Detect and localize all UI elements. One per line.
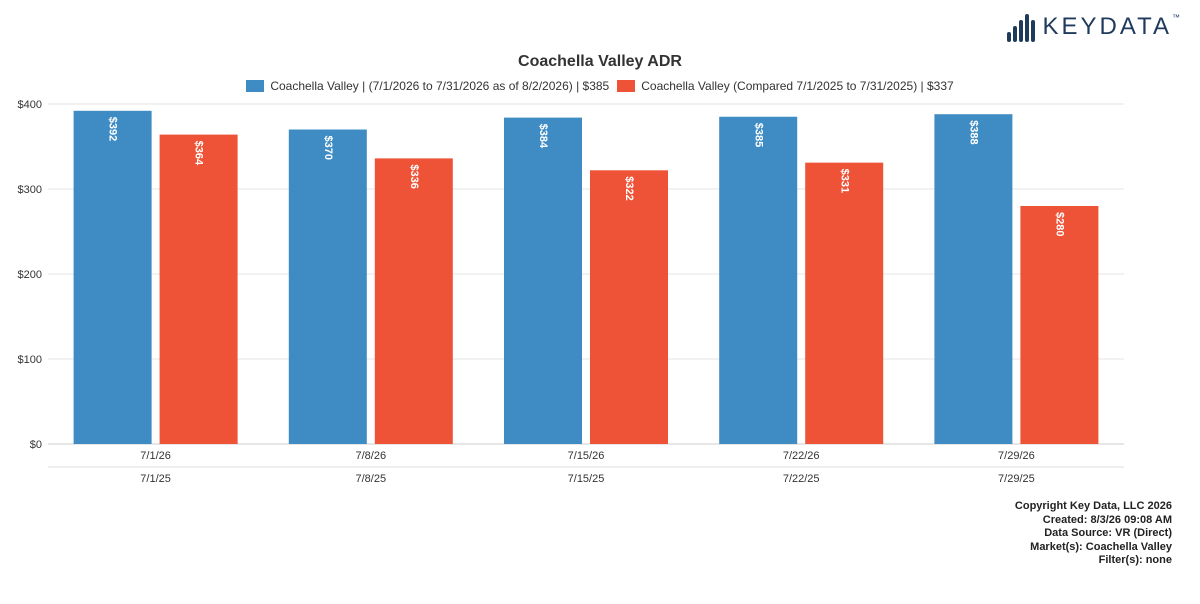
x-tick-label-secondary: 7/29/25	[998, 473, 1035, 485]
logo-text: KEYDATA	[1042, 13, 1172, 40]
x-tick-label-secondary: 7/15/25	[568, 473, 605, 485]
legend-item-current[interactable]: Coachella Valley | (7/1/2026 to 7/31/202…	[246, 79, 609, 93]
data-label: $384	[537, 124, 549, 149]
logo-trademark: ™	[1172, 12, 1180, 22]
bar-current[interactable]	[719, 116, 798, 444]
footer-copyright: Copyright Key Data, LLC 2026	[1014, 500, 1172, 512]
footer-markets: Market(s): Coachella Valley	[1030, 540, 1172, 553]
x-tick-label: 7/29/26	[998, 450, 1035, 462]
y-tick-label: $400	[18, 99, 42, 111]
x-tick-label-secondary: 7/1/25	[140, 473, 171, 485]
data-label: $331	[838, 169, 850, 193]
y-tick-label: $0	[30, 439, 42, 451]
legend-swatch-current	[246, 80, 265, 92]
legend-label-current: Coachella Valley | (7/1/2026 to 7/31/202…	[270, 79, 610, 93]
data-label: $280	[1053, 212, 1065, 236]
data-label: $392	[107, 117, 119, 141]
legend-label-compared: Coachella Valley (Compared 7/1/2025 to 7…	[641, 79, 954, 93]
footer-filters: Filter(s): none	[1098, 554, 1172, 566]
chart-legend: Coachella Valley | (7/1/2026 to 7/31/202…	[0, 79, 1200, 93]
bar-compared[interactable]	[159, 134, 238, 444]
data-label: $336	[408, 164, 420, 188]
data-label: $364	[193, 141, 205, 166]
chart-title: Coachella Valley ADR	[518, 53, 682, 70]
x-tick-label-secondary: 7/22/25	[783, 473, 820, 485]
x-tick-label: 7/22/26	[783, 450, 820, 462]
y-tick-label: $100	[18, 354, 42, 366]
bar-compared[interactable]	[590, 170, 668, 445]
bar-current[interactable]	[934, 114, 1013, 444]
keydata-logo: KEYDATA ™	[1006, 12, 1180, 42]
bar-compared[interactable]	[1020, 206, 1099, 444]
legend-item-compared[interactable]: Coachella Valley (Compared 7/1/2025 to 7…	[617, 79, 954, 93]
x-tick-label-secondary: 7/8/25	[356, 473, 387, 485]
y-tick-label: $200	[18, 269, 42, 281]
footer-data-source: Data Source: VR (Direct)	[1044, 527, 1172, 539]
data-label: $370	[322, 136, 334, 160]
footer-info: Copyright Key Data, LLC 2026 Created: 8/…	[1015, 500, 1172, 568]
bar-compared[interactable]	[805, 162, 884, 444]
data-label: $388	[967, 120, 979, 144]
bar-compared[interactable]	[374, 158, 453, 444]
bar-current[interactable]	[504, 117, 582, 444]
logo-bars-icon	[1006, 12, 1037, 42]
x-tick-label: 7/1/26	[140, 450, 171, 462]
legend-swatch-compared	[617, 80, 636, 92]
x-tick-label: 7/8/26	[356, 450, 387, 462]
footer-created: Created: 8/3/26 09:08 AM	[1042, 513, 1172, 526]
bar-current[interactable]	[288, 129, 367, 445]
x-tick-label: 7/15/26	[568, 450, 605, 462]
bar-current[interactable]	[73, 110, 152, 445]
data-label: $322	[623, 176, 635, 200]
y-tick-label: $300	[18, 184, 42, 196]
data-label: $385	[752, 123, 764, 147]
